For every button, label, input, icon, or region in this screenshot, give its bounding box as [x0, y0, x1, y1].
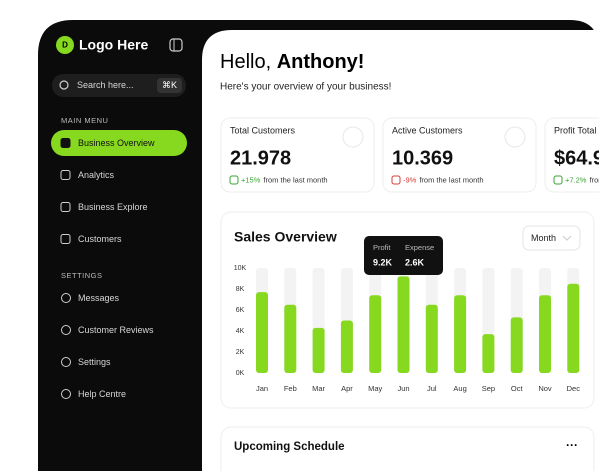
change-note: from the last month — [589, 175, 599, 184]
trend-icon — [229, 175, 239, 185]
menu-icon — [60, 170, 71, 180]
change-value: +7.2% — [565, 175, 587, 184]
y-tick-label: 0K — [236, 370, 245, 377]
y-tick-label: 8K — [236, 286, 245, 293]
change-note: from the last month — [419, 175, 483, 184]
logo-letter: D — [62, 41, 68, 50]
stat-card — [382, 117, 537, 193]
stat-title: Total Customers — [230, 125, 296, 135]
menu-item[interactable]: Messages — [78, 293, 120, 303]
logo-text: Logo Here — [79, 37, 148, 53]
tooltip-label: Expense — [405, 243, 434, 252]
search-placeholder: Search here... — [77, 80, 134, 90]
menu-icon — [61, 325, 71, 335]
bar — [397, 276, 410, 373]
bar — [454, 295, 467, 373]
bar — [425, 304, 438, 373]
y-tick-label: 6K — [236, 307, 245, 314]
menu-item-active[interactable] — [51, 130, 187, 156]
x-tick-label: Oct — [511, 384, 524, 393]
menu-icon — [61, 357, 71, 367]
period-label: Month — [531, 233, 556, 243]
x-tick-label: Jan — [256, 384, 268, 393]
change-value: +15% — [241, 175, 261, 184]
shortcut: ⌘K — [162, 80, 177, 90]
stat-icon — [504, 126, 526, 148]
user-name: Anthony! — [277, 51, 365, 73]
section-heading: SETTINGS — [61, 271, 103, 280]
bar — [340, 320, 353, 373]
menu-icon — [61, 293, 71, 303]
x-tick-label: Mar — [312, 384, 325, 393]
menu-item[interactable]: Customer Reviews — [78, 325, 154, 335]
stat-value: $64.9 — [554, 147, 599, 169]
bar — [482, 334, 495, 373]
tooltip-value: 2.6K — [405, 257, 425, 267]
collapse-button[interactable] — [169, 38, 183, 52]
x-tick-label: Jul — [427, 384, 437, 393]
menu-icon — [60, 234, 71, 244]
tooltip-label: Profit — [373, 243, 391, 252]
menu-icon — [60, 138, 71, 148]
menu-item[interactable]: Customers — [78, 234, 122, 244]
section-heading: MAIN MENU — [61, 116, 108, 125]
stat-title: Profit Total — [554, 125, 596, 135]
x-tick-label: Sep — [482, 384, 495, 393]
change-note: from the last month — [263, 175, 327, 184]
subtitle: Here's your overview of your business! — [220, 82, 391, 93]
logo-badge — [56, 36, 74, 54]
bar — [539, 295, 551, 373]
stat-card — [544, 117, 599, 193]
bar — [312, 327, 325, 373]
x-tick-label: Aug — [453, 384, 466, 393]
greeting: Hello, Anthony! — [220, 51, 364, 73]
more-button[interactable]: ··· — [566, 438, 578, 452]
schedule-card — [220, 426, 595, 471]
bar — [256, 292, 268, 373]
trend-icon — [553, 175, 563, 185]
change-value: -9% — [403, 175, 417, 184]
stat-value: 10.369 — [392, 147, 453, 169]
x-tick-label: Dec — [567, 384, 581, 393]
sales-title: Sales Overview — [234, 229, 337, 245]
search-icon — [59, 80, 69, 90]
bar — [567, 283, 580, 373]
menu-item[interactable]: Business Overview — [78, 138, 155, 148]
x-tick-label: Feb — [284, 384, 297, 393]
x-tick-label: Apr — [341, 384, 353, 393]
dropdown-arrow — [562, 235, 572, 241]
stat-change: +7.2%from the last month — [565, 175, 599, 184]
menu-item[interactable]: Business Explore — [78, 202, 148, 212]
y-tick-label: 4K — [236, 328, 245, 335]
search-box[interactable] — [52, 74, 186, 97]
y-tick-label: 2K — [236, 349, 245, 356]
trend-icon — [391, 175, 401, 185]
x-tick-label: Jun — [397, 384, 409, 393]
stat-change: +15% from the last month — [241, 175, 328, 184]
stat-value: 21.978 — [230, 147, 291, 169]
menu-item[interactable]: Settings — [78, 357, 111, 367]
menu-item[interactable]: Help Centre — [78, 389, 126, 399]
menu-icon — [60, 202, 71, 212]
tooltip — [364, 236, 443, 275]
menu-item[interactable]: Analytics — [78, 170, 115, 180]
menu-icon — [61, 389, 71, 399]
tooltip-value: 9.2K — [373, 257, 393, 267]
stat-title: Active Customers — [392, 125, 463, 135]
greeting-word: Hello, — [220, 51, 271, 73]
bar — [510, 317, 523, 373]
stat-icon — [342, 126, 364, 148]
x-tick-label: Nov — [538, 384, 552, 393]
x-tick-label: May — [368, 384, 382, 393]
bar — [284, 304, 297, 373]
stat-change: -9% from the last month — [403, 175, 484, 184]
schedule-title: Upcoming Schedule — [234, 441, 345, 453]
period-select[interactable] — [522, 225, 581, 251]
bar — [369, 295, 382, 373]
y-tick-label: 10K — [234, 265, 247, 272]
shortcut-badge — [157, 78, 182, 93]
stat-card — [220, 117, 375, 193]
